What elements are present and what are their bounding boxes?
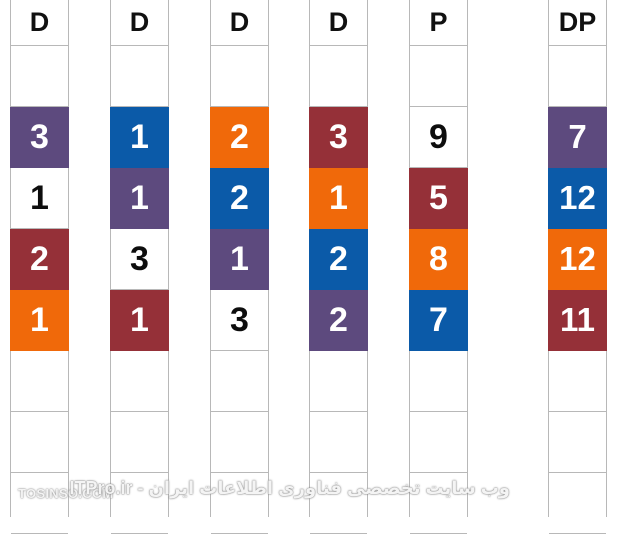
value-cell: 1 <box>110 290 169 351</box>
empty-cell <box>310 412 367 473</box>
empty-cell <box>310 351 367 412</box>
empty-cell <box>11 412 68 473</box>
empty-cell <box>211 351 268 412</box>
empty-cell <box>111 46 168 107</box>
value-cell: 8 <box>409 229 468 290</box>
empty-cell <box>211 46 268 107</box>
value-cell: 3 <box>111 229 168 290</box>
value-cell: 3 <box>309 107 368 168</box>
empty-cell <box>549 473 606 534</box>
value-cell: 11 <box>548 290 607 351</box>
value-cell: 1 <box>10 290 69 351</box>
value-cell: 12 <box>548 229 607 290</box>
value-cell: 3 <box>211 290 268 351</box>
empty-cell <box>410 46 467 107</box>
empty-cell <box>211 412 268 473</box>
empty-cell <box>410 412 467 473</box>
empty-cell <box>310 46 367 107</box>
column-header: D <box>211 0 268 46</box>
column-header: DP <box>549 0 606 46</box>
value-cell: 7 <box>409 290 468 351</box>
empty-cell <box>410 351 467 412</box>
value-cell: 1 <box>110 168 169 229</box>
empty-cell <box>549 412 606 473</box>
value-cell: 5 <box>409 168 468 229</box>
value-cell: 3 <box>10 107 69 168</box>
column-header: P <box>410 0 467 46</box>
column-header: D <box>11 0 68 46</box>
empty-cell <box>549 351 606 412</box>
value-cell: 2 <box>210 107 269 168</box>
value-cell: 1 <box>309 168 368 229</box>
empty-cell <box>111 412 168 473</box>
value-cell: 2 <box>309 290 368 351</box>
value-cell: 2 <box>10 229 69 290</box>
value-cell: 2 <box>210 168 269 229</box>
empty-cell <box>549 46 606 107</box>
value-cell: 2 <box>309 229 368 290</box>
disk-column-6: DP 7 12 12 11 <box>548 0 607 534</box>
watermark-right: وب سایت تخصصی فناوری اطلاعات ایران - ITP… <box>69 478 510 498</box>
empty-cell <box>11 46 68 107</box>
watermark-left: TOSINSO.COM <box>18 486 114 501</box>
empty-cell <box>11 473 68 534</box>
value-cell: 1 <box>11 168 68 229</box>
column-header: D <box>310 0 367 46</box>
value-cell: 1 <box>210 229 269 290</box>
value-cell: 12 <box>548 168 607 229</box>
value-cell: 7 <box>548 107 607 168</box>
empty-cell <box>11 351 68 412</box>
column-header: D <box>111 0 168 46</box>
value-cell: 9 <box>410 107 467 168</box>
empty-cell <box>111 351 168 412</box>
value-cell: 1 <box>110 107 169 168</box>
